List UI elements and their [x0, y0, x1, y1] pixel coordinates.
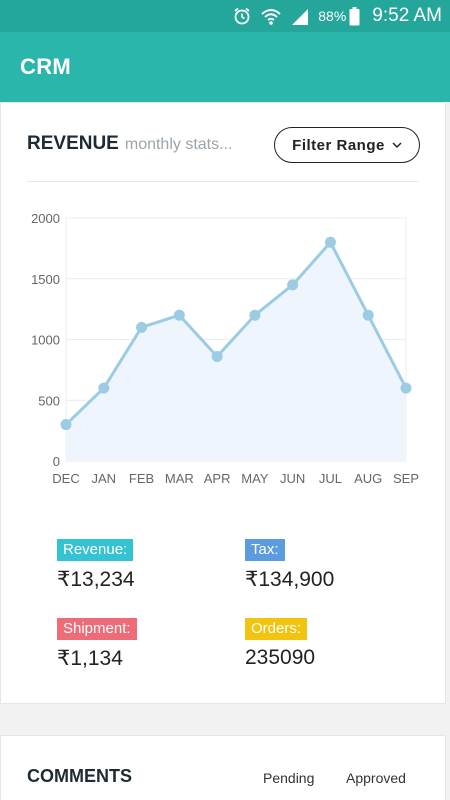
area-fill [66, 242, 406, 461]
y-tick-label: 1500 [31, 272, 60, 287]
stat-tax-label: Tax: [245, 539, 285, 561]
data-point [324, 236, 336, 248]
data-point [136, 321, 148, 333]
revenue-subtitle: monthly stats... [124, 136, 233, 153]
y-tick-label: 1000 [31, 333, 60, 348]
stat-orders-value: 235090 [245, 646, 316, 669]
stat-tax: Tax: ₹134,900 [245, 539, 334, 592]
x-tick-label: MAY [241, 471, 269, 486]
wifi-icon [260, 6, 282, 26]
filter-range-label: Filter Range [292, 136, 385, 154]
revenue-header: REVENUE monthly stats... [27, 133, 232, 155]
data-point [400, 382, 412, 394]
x-tick-label: JUL [319, 471, 342, 486]
comments-title: COMMENTS [27, 766, 132, 786]
x-tick-label: MAR [165, 471, 194, 486]
revenue-line-chart: 0 500 1000 1500 2000 DEC JAN FEB MAR APR MAY JUN JUL… [31, 211, 419, 486]
stat-shipment-value: ₹1,134 [57, 647, 123, 670]
chevron-down-icon [392, 141, 402, 149]
app-bar: CRM [0, 32, 450, 102]
battery-percentage: 88% [318, 8, 347, 24]
x-tick-label: AUG [354, 471, 382, 486]
stat-shipment: Shipment: ₹1,134 [57, 618, 137, 671]
revenue-title: REVENUE [27, 133, 119, 154]
stat-tax-value: ₹134,900 [245, 568, 335, 591]
x-tick-label: SEP [393, 471, 419, 486]
x-tick-label: DEC [52, 471, 79, 486]
y-tick-label: 0 [53, 454, 60, 469]
divider [27, 181, 419, 182]
data-point [173, 309, 185, 321]
data-point [362, 309, 374, 321]
clock-time: 9:52 AM [372, 5, 442, 26]
status-bar: 88% 9:52 AM [0, 0, 450, 32]
filter-range-button[interactable]: Filter Range [274, 127, 420, 163]
stat-revenue: Revenue: ₹13,234 [57, 539, 135, 592]
x-tick-label: JUN [280, 471, 305, 486]
data-point [60, 419, 72, 431]
stat-orders-label: Orders: [245, 618, 308, 640]
series-line [64, 240, 408, 426]
stat-shipment-label: Shipment: [57, 618, 137, 640]
data-point [249, 309, 261, 321]
data-point [211, 351, 223, 363]
y-tick-label: 500 [38, 393, 60, 408]
stat-revenue-label: Revenue: [57, 539, 134, 561]
x-tick-label: FEB [129, 471, 154, 486]
tab-approved[interactable]: Approved [346, 770, 406, 786]
battery-icon [349, 6, 360, 26]
data-point [98, 382, 110, 394]
stat-orders: Orders: 235090 [245, 618, 315, 670]
app-title: CRM [20, 54, 72, 79]
alarm-icon [232, 6, 252, 26]
tab-pending[interactable]: Pending [263, 770, 315, 786]
stat-revenue-value: ₹13,234 [57, 568, 135, 591]
x-tick-label: JAN [91, 471, 116, 486]
data-point [287, 279, 299, 291]
x-tick-label: APR [204, 471, 231, 486]
comments-card: COMMENTS Pending Approved [0, 735, 446, 800]
revenue-card: REVENUE monthly stats... Filter Range 0 5… [0, 102, 446, 704]
signal-icon [290, 7, 310, 25]
y-tick-label: 2000 [31, 211, 60, 226]
